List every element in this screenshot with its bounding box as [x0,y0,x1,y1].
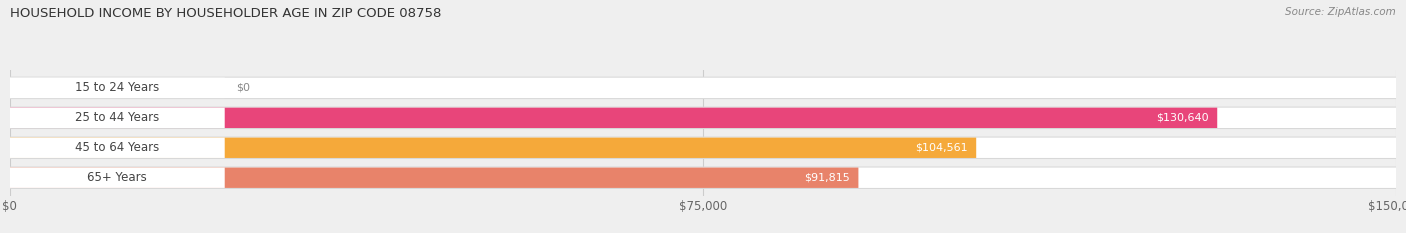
FancyBboxPatch shape [10,138,976,158]
FancyBboxPatch shape [10,78,225,98]
FancyBboxPatch shape [10,168,1396,188]
FancyBboxPatch shape [6,167,1400,189]
Text: 25 to 44 Years: 25 to 44 Years [75,111,159,124]
Text: HOUSEHOLD INCOME BY HOUSEHOLDER AGE IN ZIP CODE 08758: HOUSEHOLD INCOME BY HOUSEHOLDER AGE IN Z… [10,7,441,20]
Text: $130,640: $130,640 [1156,113,1209,123]
FancyBboxPatch shape [10,168,859,188]
Text: $0: $0 [236,83,250,93]
FancyBboxPatch shape [10,168,225,188]
Text: 15 to 24 Years: 15 to 24 Years [75,81,159,94]
FancyBboxPatch shape [10,108,1396,128]
Text: $91,815: $91,815 [804,173,851,183]
FancyBboxPatch shape [10,78,1396,98]
FancyBboxPatch shape [6,137,1400,159]
FancyBboxPatch shape [10,108,225,128]
Text: Source: ZipAtlas.com: Source: ZipAtlas.com [1285,7,1396,17]
FancyBboxPatch shape [10,108,1218,128]
Text: $104,561: $104,561 [915,143,967,153]
Text: 45 to 64 Years: 45 to 64 Years [75,141,159,154]
Text: 65+ Years: 65+ Years [87,171,148,184]
FancyBboxPatch shape [6,77,1400,99]
FancyBboxPatch shape [6,107,1400,129]
FancyBboxPatch shape [10,138,1396,158]
FancyBboxPatch shape [10,138,225,158]
